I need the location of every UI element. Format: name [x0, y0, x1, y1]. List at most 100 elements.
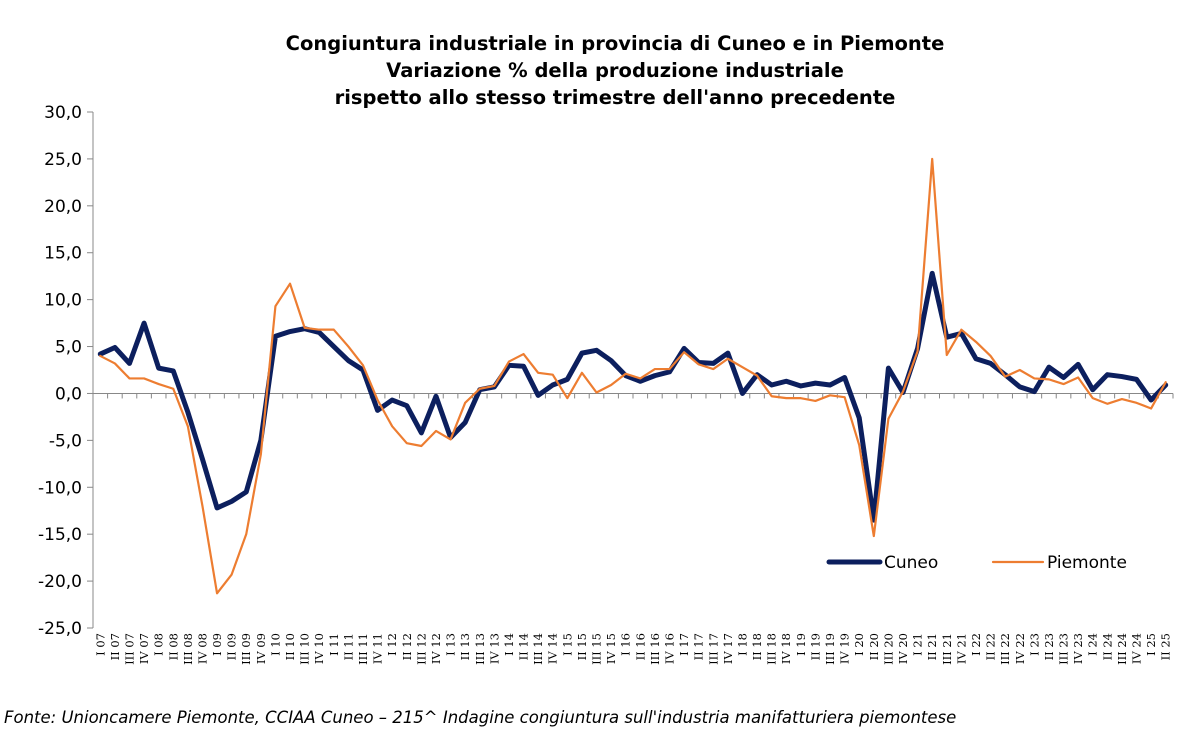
x-tick-label: II 23: [1042, 633, 1056, 660]
chart-series: [97, 157, 1169, 595]
x-tick-label: III 23: [1057, 633, 1071, 665]
x-tick-label: I 24: [1086, 633, 1100, 656]
x-tick-label: III 19: [823, 633, 837, 665]
legend-label-cuneo: Cuneo: [884, 553, 938, 573]
x-tick-label: II 22: [984, 633, 998, 660]
y-tick-label: -20,0: [38, 572, 82, 592]
x-tick-label: I 15: [560, 633, 574, 656]
x-tick-label: I 23: [1027, 633, 1041, 656]
x-tick-label: IV 18: [779, 633, 793, 664]
chart-title-block: Congiuntura industriale in provincia di …: [0, 30, 1200, 111]
x-tick-label: I 22: [969, 633, 983, 656]
x-tick-label: II 18: [750, 633, 764, 660]
x-tick-label: II 16: [633, 633, 647, 660]
x-tick-label: III 22: [998, 633, 1012, 665]
x-tick-label: II 14: [517, 633, 531, 660]
x-tick-label: IV 23: [1071, 633, 1085, 664]
x-tick-label: II 20: [867, 633, 881, 660]
x-tick-label: II 24: [1100, 633, 1114, 660]
x-tick-label: I 21: [911, 633, 925, 656]
x-tick-label: III 13: [473, 633, 487, 665]
x-tick-label: III 20: [881, 633, 895, 665]
x-tick-label: I 12: [385, 633, 399, 656]
x-tick-label: III 12: [414, 633, 428, 665]
x-tick-label: IV 22: [1013, 633, 1027, 664]
x-tick-label: IV 09: [254, 633, 268, 664]
x-tick-label: I 18: [735, 633, 749, 656]
x-tick-label: II 10: [283, 633, 297, 660]
y-tick-label: 20,0: [44, 197, 82, 217]
x-tick-label: III 09: [239, 633, 253, 665]
x-tick-label: I 13: [444, 633, 458, 656]
x-tick-label: I 07: [93, 633, 107, 656]
x-tick-label: IV 10: [312, 633, 326, 664]
x-tick-label: III 16: [648, 633, 662, 665]
x-tick-label: III 17: [706, 633, 720, 665]
line-chart: 30,0 25,0 20,0 15,0 10,0 5,0 0,0 -5,0 -10,0 -15,0…: [38, 103, 1174, 665]
x-tick-label: I 17: [677, 633, 691, 656]
y-tick-label: -5,0: [49, 431, 82, 451]
legend-label-piemonte: Piemonte: [1047, 553, 1127, 573]
chart-subtitle-line-1: Variazione % della produzione industrial…: [386, 59, 844, 82]
y-tick-label: 15,0: [44, 244, 82, 264]
x-tick-label: IV 17: [721, 633, 735, 664]
series-line-piemonte: [99, 157, 1167, 595]
x-tick-label: II 11: [341, 633, 355, 660]
y-axis-ticks: 30,0 25,0 20,0 15,0 10,0 5,0 0,0 -5,0 -10,0 -15,0…: [38, 103, 93, 639]
x-tick-label: IV 21: [954, 633, 968, 664]
x-tick-label: III 08: [181, 633, 195, 665]
x-tick-label: I 10: [268, 633, 282, 656]
x-tick-label: IV 07: [137, 633, 151, 664]
x-tick-label: II 25: [1159, 633, 1173, 660]
x-tick-label: IV 14: [546, 633, 560, 664]
x-tick-label: I 11: [327, 633, 341, 656]
x-tick-label: I 20: [852, 633, 866, 656]
source-footnote: Fonte: Unioncamere Piemonte, CCIAA Cuneo…: [4, 708, 957, 727]
x-tick-label: II 17: [692, 633, 706, 660]
x-tick-label: III 15: [590, 633, 604, 665]
y-tick-label: 10,0: [44, 291, 82, 311]
x-tick-label: II 15: [575, 633, 589, 660]
x-tick-label: III 18: [765, 633, 779, 665]
chart-legend: Cuneo Piemonte: [826, 553, 1127, 573]
series-line-cuneo: [97, 270, 1169, 523]
x-tick-label: IV 15: [604, 633, 618, 664]
x-tick-label: IV 08: [195, 633, 209, 664]
chart-subtitle-line-2: rispetto allo stesso trimestre dell'anno…: [334, 86, 896, 109]
x-tick-label: IV 16: [662, 633, 676, 664]
x-tick-label: III 10: [298, 633, 312, 665]
y-tick-label: -15,0: [38, 525, 82, 545]
x-tick-label: IV 20: [896, 633, 910, 664]
x-tick-label: IV 24: [1130, 633, 1144, 664]
x-axis-ticks: I 07 II 07 III 07 IV 07 I 08 II 08 III 08 IV 08…: [92, 393, 1174, 665]
x-tick-label: IV 12: [429, 633, 443, 664]
x-tick-label: II 08: [166, 633, 180, 660]
y-tick-label: 30,0: [44, 103, 82, 123]
x-tick-label: I 09: [210, 633, 224, 656]
x-tick-label: II 19: [808, 633, 822, 660]
x-tick-label: I 16: [619, 633, 633, 656]
y-tick-label: -25,0: [38, 619, 82, 639]
x-tick-label: II 21: [925, 633, 939, 660]
y-tick-label: 0,0: [55, 384, 82, 404]
x-tick-label: I 08: [152, 633, 166, 656]
x-tick-label: III 07: [122, 633, 136, 665]
y-tick-label: 5,0: [55, 338, 82, 358]
x-tick-label: IV 13: [487, 633, 501, 664]
y-tick-label: 25,0: [44, 150, 82, 170]
x-tick-label: II 13: [458, 633, 472, 660]
x-tick-label: III 21: [940, 633, 954, 665]
x-tick-label: II 09: [225, 633, 239, 660]
x-tick-label: II 07: [108, 633, 122, 660]
chart-title: Congiuntura industriale in provincia di …: [285, 32, 945, 55]
x-tick-label: I 25: [1144, 633, 1158, 656]
y-tick-label: -10,0: [38, 478, 82, 498]
x-tick-label: III 24: [1115, 633, 1129, 665]
chart-axes: [92, 112, 1173, 628]
x-tick-label: III 14: [531, 633, 545, 665]
x-tick-label: I 14: [502, 633, 516, 656]
x-tick-label: IV 19: [838, 633, 852, 664]
x-tick-label: IV 11: [371, 633, 385, 664]
x-tick-label: I 19: [794, 633, 808, 656]
x-tick-label: II 12: [400, 633, 414, 660]
